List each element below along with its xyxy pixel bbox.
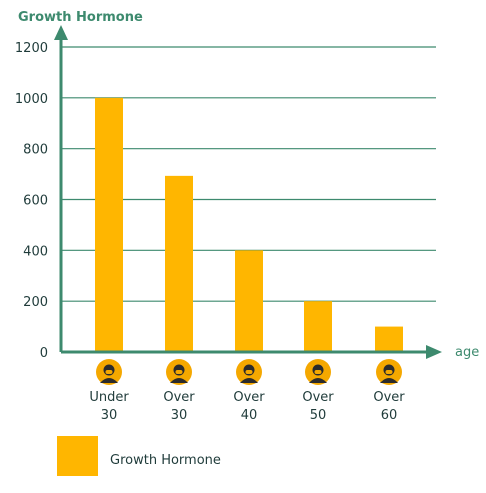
- bars: [95, 97, 403, 352]
- bar: [235, 250, 263, 352]
- x-tick-label: Over 30: [163, 390, 195, 423]
- y-tick-labels: 0 200 400 600 800 1000 1200: [15, 41, 48, 361]
- y-tick-label: 800: [23, 143, 48, 158]
- person-over-40-icon: [236, 359, 262, 385]
- bar: [375, 326, 403, 352]
- bar: [304, 301, 332, 352]
- y-tick-label: 200: [23, 295, 48, 310]
- x-tick-labels: Under 30 Over 30 Over 40 Over 50 Over 60: [89, 390, 405, 423]
- legend-label: Growth Hormone: [110, 453, 221, 468]
- y-tick-label: 1000: [15, 92, 48, 107]
- x-tick-label: Over 50: [302, 390, 334, 423]
- y-tick-label: 0: [40, 346, 48, 361]
- axes: [54, 25, 442, 359]
- person-over-50-icon: [305, 359, 331, 385]
- person-over-30-icon: [166, 359, 192, 385]
- grid-lines: [61, 46, 436, 302]
- bar: [165, 175, 193, 352]
- x-tick-label: Over 60: [373, 390, 405, 423]
- legend: Growth Hormone: [57, 436, 221, 476]
- y-tick-label: 400: [23, 244, 48, 259]
- y-axis-title: Growth Hormone: [18, 10, 143, 25]
- x-tick-label: Under 30: [89, 390, 129, 423]
- age-icons: [96, 359, 402, 385]
- y-axis-arrow: [54, 25, 68, 40]
- bar: [95, 97, 123, 352]
- y-tick-label: 1200: [15, 41, 48, 56]
- x-tick-label: Over 40: [233, 390, 265, 423]
- x-axis-title: age: [455, 345, 479, 360]
- person-over-60-icon: [376, 359, 402, 385]
- x-axis-arrow: [426, 345, 442, 359]
- legend-swatch: [57, 436, 98, 476]
- y-tick-label: 600: [23, 194, 48, 209]
- person-under-30-icon: [96, 359, 122, 385]
